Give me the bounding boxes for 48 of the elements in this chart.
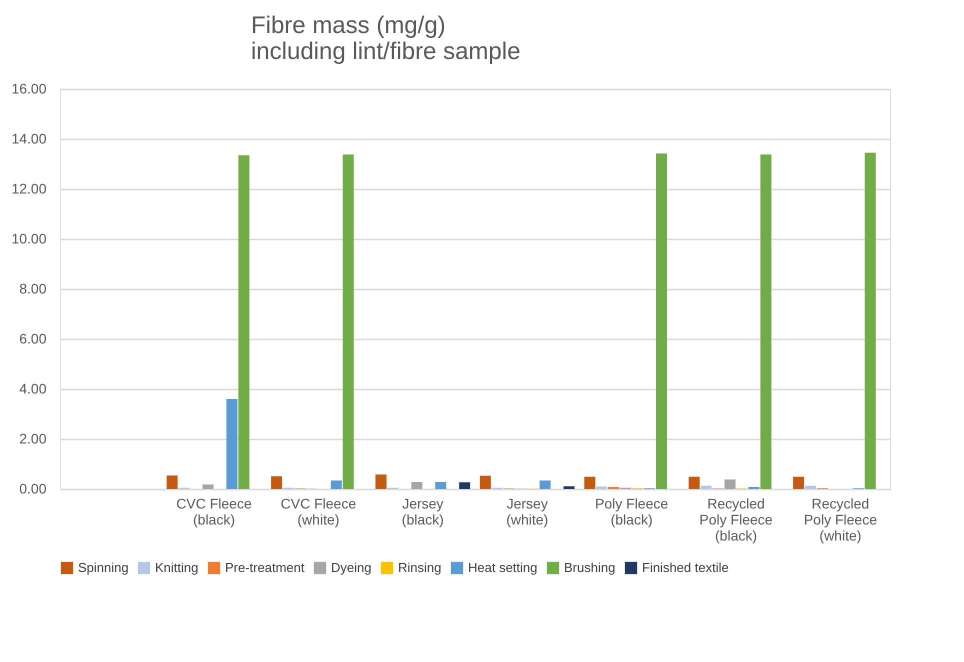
bar — [584, 476, 596, 489]
y-tick-label: 4.00 — [19, 380, 47, 396]
y-tick-label: 10.00 — [11, 230, 47, 246]
x-tick-label: Jersey (black) — [402, 496, 444, 528]
chart-title: Fibre mass (mg/g) including lint/fibre sample — [250, 12, 520, 65]
y-tick-label: 8.00 — [19, 280, 47, 296]
bar — [202, 484, 214, 489]
y-tick-label: 14.00 — [11, 130, 47, 146]
y-tick-label: 12.00 — [11, 180, 47, 196]
legend-label: Dyeing — [331, 560, 372, 575]
bar — [271, 476, 282, 489]
y-tick-label: 16.00 — [11, 80, 47, 96]
bar — [805, 486, 816, 489]
bar — [724, 480, 736, 489]
x-tick-label: Recycled Poly Fleece (white) — [804, 496, 878, 544]
bar — [864, 152, 876, 489]
legend-label: Rinsing — [398, 560, 442, 575]
y-tick-label: 2.00 — [19, 430, 47, 446]
bar — [435, 482, 446, 489]
bar — [375, 474, 386, 489]
x-tick-label: CVC Fleece (white) — [280, 496, 356, 528]
legend-label: Spinning — [78, 560, 129, 575]
x-tick-label: Jersey (white) — [506, 496, 548, 528]
bar — [480, 476, 491, 489]
bar — [760, 154, 772, 489]
bar — [564, 486, 575, 489]
legend-label: Brushing — [564, 560, 616, 575]
bar — [411, 482, 422, 489]
y-tick-label: 6.00 — [19, 330, 47, 346]
x-tick-label: Poly Fleece (black) — [595, 496, 668, 528]
bar — [330, 480, 342, 489]
bar — [166, 476, 178, 489]
legend-label: Knitting — [155, 560, 198, 575]
bar — [226, 399, 238, 489]
bar — [793, 476, 804, 489]
x-tick-label: CVC Fleece (black) — [176, 496, 252, 528]
legend-label: Pre-treatment — [225, 560, 305, 575]
bar — [459, 482, 470, 489]
y-tick-label: 0.00 — [19, 480, 47, 496]
legend-label: Finished textile — [642, 560, 729, 575]
x-tick-label: Recycled Poly Fleece (black) — [699, 496, 773, 544]
bar — [688, 476, 700, 489]
bar — [656, 154, 667, 489]
bar — [700, 486, 712, 489]
legend-label: Heat setting — [468, 560, 538, 575]
bar — [342, 154, 354, 489]
bar — [540, 480, 551, 489]
bar — [238, 155, 250, 489]
